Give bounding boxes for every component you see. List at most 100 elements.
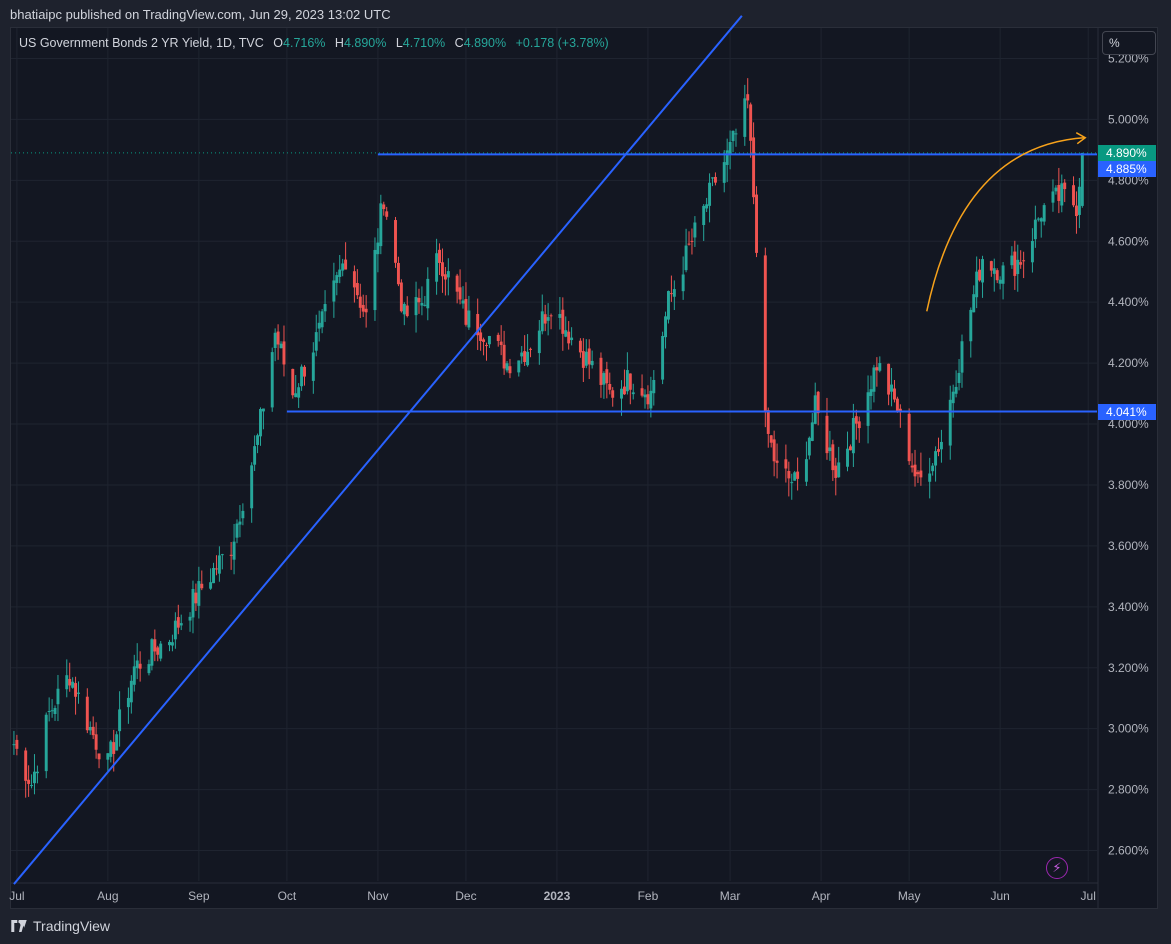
candle-body [496,334,500,341]
candle-body [846,448,849,467]
candle-body [869,389,873,397]
candle-body [417,297,421,303]
candle-body [711,177,714,179]
candle-body [256,435,260,445]
candle-body [467,310,471,328]
candle-body [916,472,920,475]
candle-body [728,141,732,155]
y-tick-label: 3.000% [1108,722,1149,736]
x-tick-label: Mar [720,889,741,903]
candle-body [376,242,380,255]
candle-body [793,472,797,481]
candle-body [529,348,532,350]
lightning-icon[interactable]: ⚡︎ [1046,857,1068,879]
candle-body [807,437,811,456]
candle-body [138,663,142,669]
chart-pane[interactable] [10,27,1158,909]
candle-body [693,222,697,238]
candle-body [232,541,236,560]
candle-body [150,639,154,666]
candle-body [44,714,48,772]
candle-body [787,470,791,479]
candle-body [338,269,342,277]
candle-body [279,343,283,349]
candle-body [106,753,110,760]
candle-body [394,220,397,263]
candle-body [725,150,729,165]
candle-body [581,351,585,368]
candle-body [200,583,204,589]
candle-body [919,470,923,478]
candle-body [77,692,80,694]
y-tick-label: 4.600% [1108,234,1149,248]
candle-body [690,240,694,242]
candle-body [12,744,16,746]
x-axis[interactable]: Jul Aug Sep Oct Nov Dec 2023 Feb Mar Apr May Jun Jul [9,889,1096,903]
footer-brand-text: TradingView [33,918,111,934]
candle-body [784,459,788,469]
open-value: 4.716% [283,36,326,50]
candle-body [810,422,814,441]
footer-branding[interactable]: TradingView [10,918,110,934]
symbol-title[interactable]: US Government Bonds 2 YR Yield, 1D, TVC [19,36,264,50]
candle-body [238,521,242,525]
candle-body [907,413,911,462]
candle-body [352,271,356,288]
y-tick-label: 3.200% [1108,661,1149,675]
candle-body [652,379,656,394]
candle-body [981,259,984,283]
candle-body [661,336,665,380]
candle-body [323,304,327,312]
candle-body [455,275,459,292]
hline-price-tag-top: 4.885% [1098,160,1156,177]
candle-body [1036,218,1040,220]
candle-body [672,289,676,297]
candle-body [755,194,758,253]
x-tick-label: Sep [188,889,210,903]
candle-body [85,696,89,731]
candle-body [743,98,747,137]
candle-body [857,421,861,429]
candle-body [176,617,180,628]
candle-body [399,282,403,312]
candle-body [482,339,486,342]
candle-body [118,709,122,732]
unit-selector[interactable]: % [1102,31,1156,55]
candle-body [188,616,192,621]
candle-body [866,392,870,426]
annotation-arrow [926,136,1086,312]
x-tick-label: Dec [455,889,476,903]
candle-body [649,390,653,409]
candle-body [270,352,274,408]
candle-body [27,779,31,784]
candle-body [382,204,386,210]
candle-body [220,554,224,556]
candle-body [1001,265,1005,284]
candle-body [35,771,39,774]
candle-body [749,104,753,141]
candle-body [631,392,635,395]
candle-body [543,314,547,324]
candle-body [259,409,262,437]
candle-body [1016,259,1020,275]
candle-body [479,332,483,341]
candle-body [135,660,139,669]
candle-body [1010,255,1014,266]
candle-body [282,341,286,365]
open-label: O [273,36,284,50]
candle-body [197,581,201,606]
candle-body [1060,183,1064,206]
grid [11,28,1099,908]
candle-body [558,314,562,318]
candle-body [622,386,626,395]
candle-body [1063,182,1067,190]
candle-body [502,344,506,369]
candle-body [523,351,527,363]
x-tick-label: 2023 [544,889,571,903]
candle-body [540,311,544,332]
candle-body [379,203,383,247]
candle-body [713,176,717,183]
drawings [11,15,1097,885]
candle-body [317,322,321,329]
